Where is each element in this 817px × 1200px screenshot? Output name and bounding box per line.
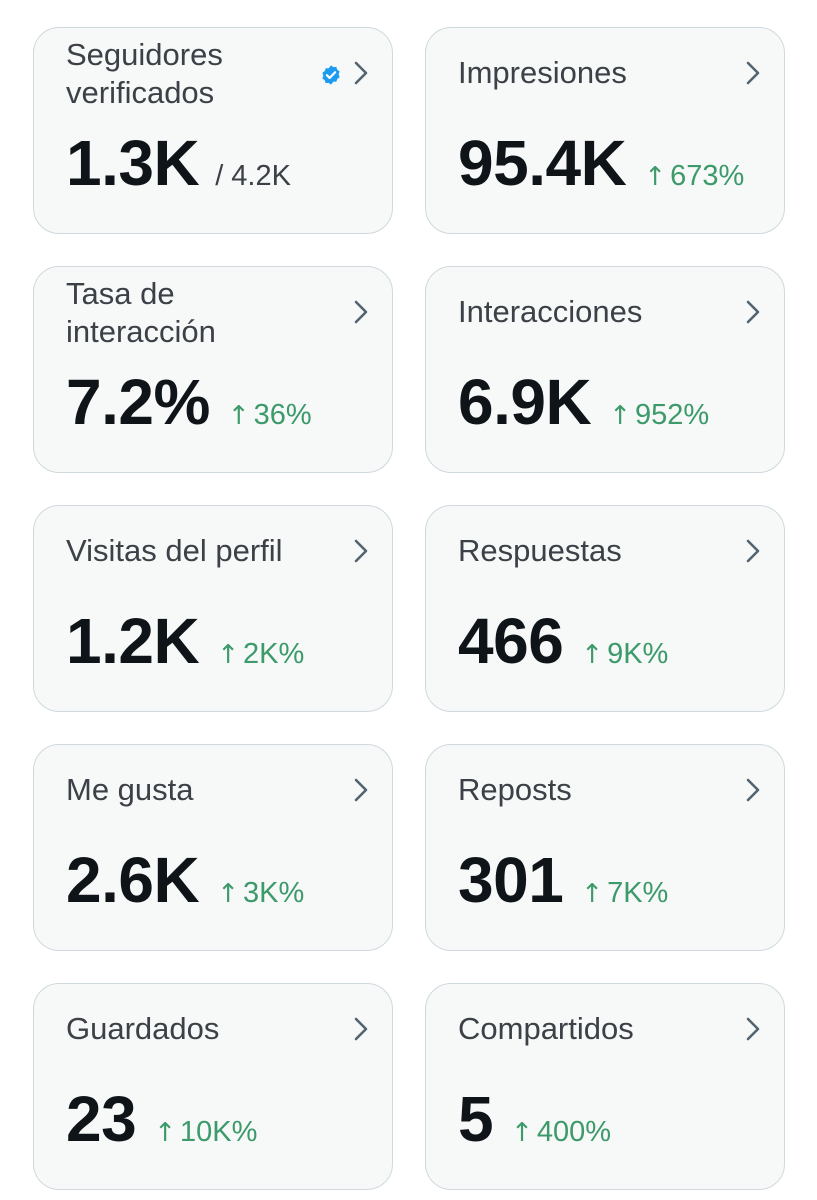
metric-value-row: 1.3K / 4.2K [66, 128, 291, 198]
chevron-right-icon [354, 61, 368, 85]
metric-total: / 4.2K [215, 160, 291, 192]
metric-value: 23 [66, 1083, 137, 1155]
metric-value-row: 301 ↑ 7K% [458, 845, 668, 915]
arrow-up-icon: ↑ [217, 640, 239, 670]
metric-card-tasa-de-interaccion[interactable]: Tasa de interacción 7.2% ↑ 36% [33, 266, 393, 473]
metric-change: ↑ 673% [644, 160, 744, 193]
metric-value: 2.6K [66, 844, 200, 916]
metric-card-compartidos[interactable]: Compartidos 5 ↑ 400% [425, 983, 785, 1190]
metric-value: 5 [458, 1083, 494, 1155]
metric-change-value: 7K% [607, 877, 669, 909]
metric-card-me-gusta[interactable]: Me gusta 2.6K ↑ 3K% [33, 744, 393, 951]
metric-change: ↑ 400% [511, 1116, 611, 1149]
metric-change-value: 2K% [242, 638, 305, 670]
metric-value: 1.2K [66, 605, 200, 677]
metric-change: ↑ 36% [228, 399, 312, 432]
chevron-right-icon [746, 778, 760, 802]
metric-value-row: 6.9K ↑ 952% [458, 367, 709, 437]
analytics-metrics-grid: Seguidores verificados 1.3K / 4.2K Impre… [33, 27, 785, 1190]
metric-title: Impresiones [458, 55, 627, 90]
verified-badge-icon [322, 65, 340, 85]
chevron-right-icon [746, 300, 760, 324]
metric-card-seguidores-verificados[interactable]: Seguidores verificados 1.3K / 4.2K [33, 27, 393, 234]
metric-value-row: 466 ↑ 9K% [458, 606, 668, 676]
metric-value-row: 7.2% ↑ 36% [66, 367, 312, 437]
metric-value: 301 [458, 844, 564, 916]
metric-change-value: 9K% [607, 638, 669, 670]
metric-card-reposts[interactable]: Reposts 301 ↑ 7K% [425, 744, 785, 951]
metric-title: Interacciones [458, 294, 643, 329]
metric-title: Visitas del perfil [66, 533, 283, 568]
metric-value-row: 2.6K ↑ 3K% [66, 845, 304, 915]
metric-change: ↑ 9K% [581, 638, 668, 671]
chevron-right-icon [354, 778, 368, 802]
metric-title: Reposts [458, 772, 572, 807]
metric-change: ↑ 3K% [217, 877, 304, 910]
metric-value: 466 [458, 605, 564, 677]
metric-value: 7.2% [66, 366, 210, 438]
metric-value: 95.4K [458, 127, 627, 199]
arrow-up-icon: ↑ [581, 879, 604, 909]
metric-card-visitas-del-perfil[interactable]: Visitas del perfil 1.2K ↑ 2K% [33, 505, 393, 712]
metric-value: 6.9K [458, 366, 592, 438]
arrow-up-icon: ↑ [154, 1118, 176, 1148]
metric-change-value: 952% [634, 399, 710, 431]
arrow-up-icon: ↑ [217, 879, 239, 909]
metric-change: ↑ 2K% [217, 638, 304, 671]
metric-card-respuestas[interactable]: Respuestas 466 ↑ 9K% [425, 505, 785, 712]
metric-title: Respuestas [458, 533, 622, 568]
metric-change: ↑ 7K% [581, 877, 668, 910]
metric-value-row: 23 ↑ 10K% [66, 1084, 257, 1154]
metric-title: Guardados [66, 1011, 220, 1046]
metric-change: ↑ 10K% [154, 1116, 257, 1149]
chevron-right-icon [354, 539, 368, 563]
metric-title: Tasa de interacción [66, 276, 216, 349]
metric-title: Seguidores verificados [66, 37, 223, 110]
metric-card-impresiones[interactable]: Impresiones 95.4K ↑ 673% [425, 27, 785, 234]
chevron-right-icon [746, 61, 760, 85]
metric-change-value: 3K% [242, 877, 305, 909]
metric-title: Me gusta [66, 772, 194, 807]
metric-change-value: 36% [253, 399, 312, 431]
metric-change-value: 673% [670, 160, 745, 192]
metric-change: ↑ 952% [609, 399, 709, 432]
metric-value-row: 95.4K ↑ 673% [458, 128, 744, 198]
metric-card-interacciones[interactable]: Interacciones 6.9K ↑ 952% [425, 266, 785, 473]
chevron-right-icon [746, 1017, 760, 1041]
arrow-up-icon: ↑ [227, 401, 250, 431]
metric-value-row: 1.2K ↑ 2K% [66, 606, 304, 676]
chevron-right-icon [746, 539, 760, 563]
arrow-up-icon: ↑ [644, 162, 667, 192]
metric-card-guardados[interactable]: Guardados 23 ↑ 10K% [33, 983, 393, 1190]
arrow-up-icon: ↑ [511, 1118, 533, 1148]
metric-value-row: 5 ↑ 400% [458, 1084, 611, 1154]
metric-change-value: 400% [536, 1116, 612, 1148]
chevron-right-icon [354, 300, 368, 324]
chevron-right-icon [354, 1017, 368, 1041]
metric-change-value: 10K% [179, 1116, 258, 1148]
metric-title: Compartidos [458, 1011, 634, 1046]
arrow-up-icon: ↑ [609, 401, 631, 431]
arrow-up-icon: ↑ [581, 640, 604, 670]
metric-value: 1.3K [66, 127, 200, 199]
